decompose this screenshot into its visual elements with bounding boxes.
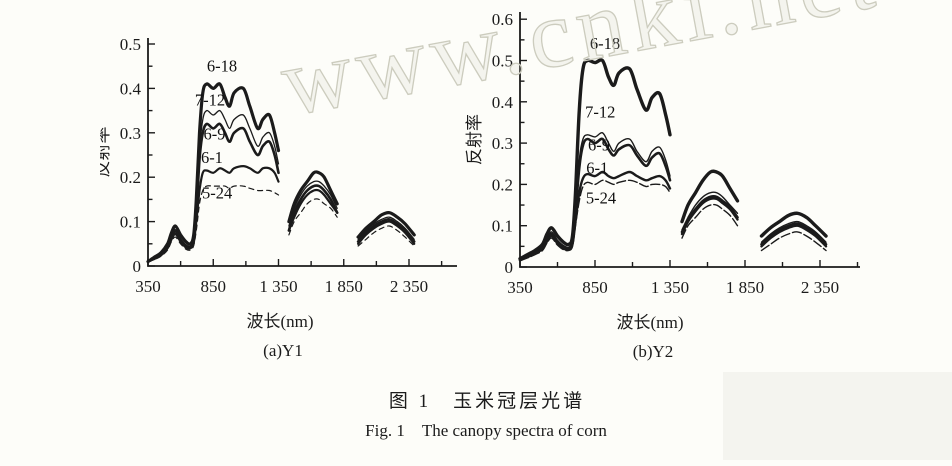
series-7-12 bbox=[760, 220, 827, 243]
y-tick-label: 0.3 bbox=[492, 134, 513, 153]
series-6-1 bbox=[760, 224, 828, 248]
x-tick-label: 2 350 bbox=[801, 278, 839, 297]
x-tick-label: 350 bbox=[507, 278, 533, 297]
y-axis-label: 反射率 bbox=[465, 114, 484, 165]
series-6-9 bbox=[287, 184, 339, 232]
series-annotation-5-24: 5-24 bbox=[202, 184, 232, 203]
series-annotation-6-9: 6-9 bbox=[204, 124, 226, 143]
series-6-9 bbox=[760, 222, 828, 246]
x-tick-label: 1 350 bbox=[651, 278, 689, 297]
series-7-12 bbox=[681, 191, 739, 231]
series-6-1 bbox=[680, 197, 739, 236]
y-tick-label: 0.4 bbox=[492, 93, 514, 112]
chart-panel-y2: 350 850 1 350 1 850 2 350 0 0.1 0.2 0.3 0.4 0.5 0.6… bbox=[465, 10, 860, 361]
y-tick-label: 0.4 bbox=[120, 79, 142, 98]
series-6-1 bbox=[357, 220, 416, 245]
series-6-1 bbox=[146, 165, 280, 263]
series-6-18 bbox=[356, 211, 416, 239]
figure-caption-zh: 图 1 玉米冠层光谱 bbox=[388, 391, 586, 412]
y-tick-label: 0.6 bbox=[492, 10, 513, 29]
series-6-1 bbox=[287, 188, 339, 232]
y-tick-label: 0.3 bbox=[120, 124, 141, 143]
y-tick-label: 0.2 bbox=[120, 168, 141, 187]
series-6-18 bbox=[518, 58, 672, 261]
x-tick-label: 2 350 bbox=[390, 277, 428, 296]
series-annotation-5-24: 5-24 bbox=[586, 188, 616, 207]
scan-artifact-band bbox=[723, 372, 952, 460]
y-tick-label: 0.5 bbox=[492, 52, 513, 71]
series-annotation-6-1: 6-1 bbox=[586, 159, 608, 178]
series-7-12 bbox=[357, 216, 415, 241]
series-annotation-6-18: 6-18 bbox=[207, 57, 237, 76]
x-axis-label: 波长(nm) bbox=[616, 313, 683, 332]
series-annotation-7-12: 7-12 bbox=[195, 90, 225, 109]
y-axis-label: 反射率 bbox=[100, 127, 112, 178]
x-tick-label: 850 bbox=[201, 277, 227, 296]
x-tick-label: 1 850 bbox=[325, 277, 363, 296]
y-tick-label: 0.5 bbox=[120, 35, 141, 54]
y-tick-label: 0.2 bbox=[492, 175, 513, 194]
series-annotation-6-1: 6-1 bbox=[201, 148, 223, 167]
series-annotation-6-9: 6-9 bbox=[588, 136, 610, 155]
x-tick-label: 1 850 bbox=[726, 278, 764, 297]
series-6-18 bbox=[759, 211, 828, 238]
series-6-18 bbox=[680, 169, 740, 224]
x-tick-label: 1 350 bbox=[259, 277, 297, 296]
figure-caption-en: Fig. 1 The canopy spectra of corn bbox=[365, 421, 607, 440]
series-5-24 bbox=[681, 203, 739, 239]
series-5-24 bbox=[357, 225, 415, 247]
series-5-24 bbox=[288, 198, 338, 236]
series-6-1 bbox=[518, 170, 672, 262]
series-5-24 bbox=[519, 179, 671, 262]
series-6-9 bbox=[680, 194, 739, 234]
series-annotation-6-18: 6-18 bbox=[590, 34, 620, 53]
series-6-18 bbox=[146, 82, 281, 264]
x-tick-label: 850 bbox=[582, 278, 608, 297]
x-axis-label: 波长(nm) bbox=[246, 312, 313, 331]
series-annotation-7-12: 7-12 bbox=[585, 102, 615, 121]
y-tick-label: 0 bbox=[505, 258, 514, 277]
panel-caption: (b)Y2 bbox=[633, 342, 674, 361]
x-tick-label: 350 bbox=[135, 277, 161, 296]
y-tick-label: 0 bbox=[133, 257, 142, 276]
y-tick-label: 0.1 bbox=[120, 213, 141, 232]
series-5-24 bbox=[760, 231, 827, 252]
series-6-18 bbox=[287, 170, 339, 224]
series-6-9 bbox=[356, 218, 416, 243]
y-tick-label: 0.1 bbox=[492, 217, 513, 236]
chart-panel-y1: 350 850 1 350 1 850 2 350 0 0.1 0.2 0.3 0.4 0.5 波长(… bbox=[100, 35, 457, 360]
panel-caption: (a)Y1 bbox=[263, 341, 303, 360]
series-7-12 bbox=[288, 180, 338, 227]
